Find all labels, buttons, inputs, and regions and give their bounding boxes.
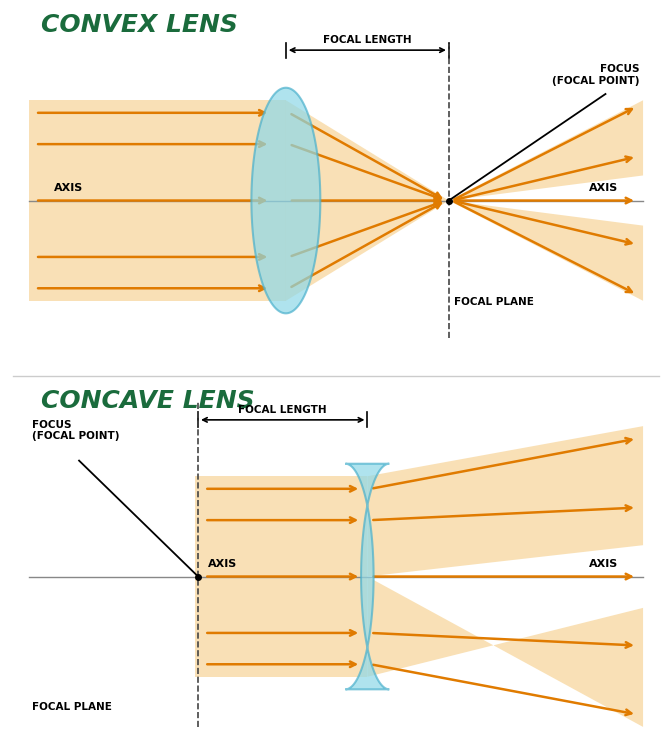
Text: FOCAL LENGTH: FOCAL LENGTH [239, 405, 327, 415]
Polygon shape [449, 201, 643, 301]
Text: FOCUS
(FOCAL POINT): FOCUS (FOCAL POINT) [552, 65, 640, 86]
Text: CONVEX LENS: CONVEX LENS [42, 13, 239, 37]
Text: AXIS: AXIS [589, 559, 618, 569]
Text: FOCUS
(FOCAL POINT): FOCUS (FOCAL POINT) [32, 420, 120, 441]
Text: AXIS: AXIS [208, 559, 237, 569]
Text: AXIS: AXIS [589, 183, 618, 193]
Text: CONCAVE LENS: CONCAVE LENS [42, 389, 255, 413]
Polygon shape [449, 100, 643, 201]
Text: FOCAL PLANE: FOCAL PLANE [32, 702, 112, 712]
Polygon shape [368, 577, 643, 727]
Polygon shape [345, 464, 389, 690]
Polygon shape [195, 476, 368, 677]
Polygon shape [251, 88, 321, 314]
Polygon shape [29, 100, 286, 301]
Polygon shape [286, 100, 449, 301]
Text: FOCAL LENGTH: FOCAL LENGTH [323, 35, 412, 45]
Text: FOCAL PLANE: FOCAL PLANE [454, 297, 534, 307]
Polygon shape [368, 426, 643, 577]
Text: AXIS: AXIS [54, 183, 83, 193]
